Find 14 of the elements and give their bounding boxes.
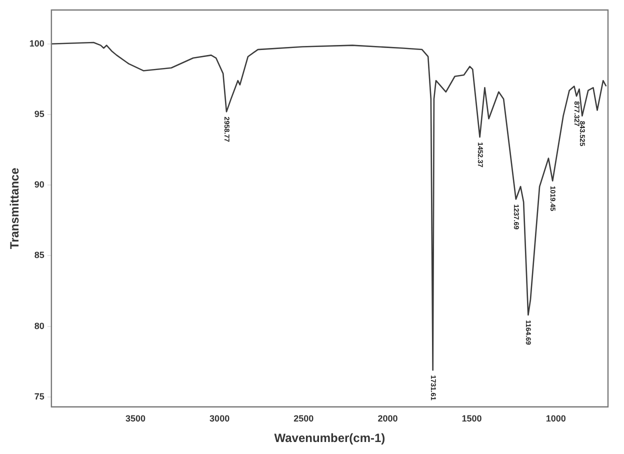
x-tick-label: 2000	[378, 414, 398, 424]
y-tick-label: 95	[34, 108, 44, 119]
y-tick-label: 80	[34, 320, 44, 331]
y-axis-title: Transmittance	[8, 167, 22, 250]
y-tick-label: 90	[34, 180, 44, 190]
y-tick-label: 85	[34, 250, 44, 260]
y-tick-label: 75	[34, 391, 44, 402]
x-tick-label: 3000	[210, 414, 230, 424]
x-tick-label: 2500	[294, 414, 314, 424]
x-tick-label: 1500	[462, 414, 482, 424]
x-tick-label: 3500	[125, 414, 146, 424]
x-axis-title: Wavenumber(cm-1)	[274, 431, 386, 446]
y-tick-label: 100	[29, 38, 44, 48]
x-tick-label: 1000	[546, 414, 566, 424]
